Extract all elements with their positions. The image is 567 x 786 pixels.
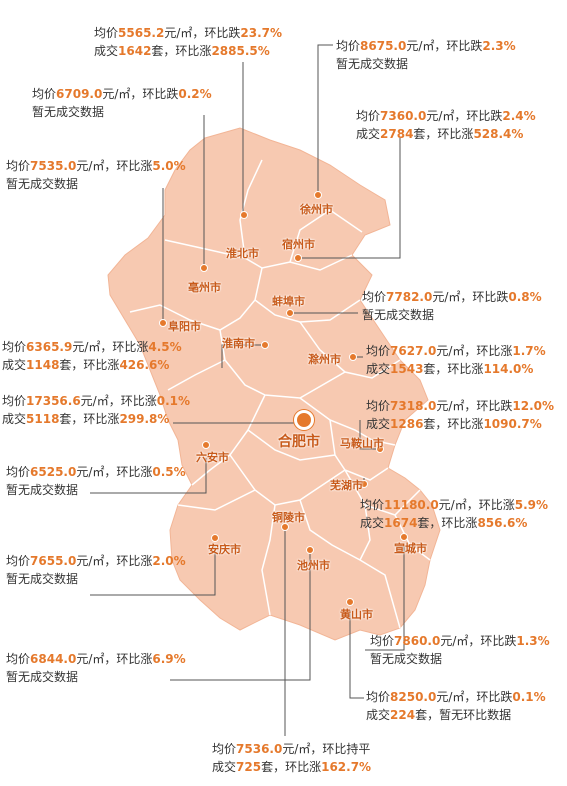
xuancheng-info: 均价7860.0元/㎡，环比跌1.3% 暂无成交数据 bbox=[370, 634, 550, 666]
fuyang-info: 均价7535.0元/㎡，环比涨5.0% 暂无成交数据 bbox=[6, 159, 186, 191]
maanshan-marker bbox=[376, 445, 384, 453]
xuancheng-marker bbox=[400, 533, 408, 541]
huangshan-marker bbox=[346, 598, 354, 606]
fuyang-name: 阜阳市 bbox=[168, 320, 201, 333]
maanshan-info: 均价7318.0元/㎡，环比跌12.0% 成交1286套，环比涨1090.7% bbox=[366, 399, 555, 431]
luan-marker bbox=[202, 441, 210, 449]
bozhou-marker bbox=[200, 264, 208, 272]
hefei-marker bbox=[294, 410, 314, 430]
luan-info: 均价6525.0元/㎡，环比涨0.5% 暂无成交数据 bbox=[6, 465, 186, 497]
anqing-info: 均价7655.0元/㎡，环比涨2.0% 暂无成交数据 bbox=[6, 554, 186, 586]
bengbu-info: 均价7782.0元/㎡，环比跌0.8% 暂无成交数据 bbox=[362, 290, 542, 322]
chizhou-info: 均价6844.0元/㎡，环比涨6.9% 暂无成交数据 bbox=[6, 652, 186, 684]
hefei-name: 合肥市 bbox=[278, 434, 320, 450]
anqing-name: 安庆市 bbox=[208, 543, 241, 556]
wuhu-marker bbox=[360, 480, 368, 488]
chizhou-name: 池州市 bbox=[297, 559, 330, 572]
huaibei-name: 淮北市 bbox=[226, 247, 259, 260]
bozhou-name: 亳州市 bbox=[188, 281, 221, 294]
huainan-marker bbox=[261, 341, 269, 349]
bengbu-marker bbox=[286, 309, 294, 317]
bengbu-name: 蚌埠市 bbox=[272, 295, 305, 308]
prefecture-borders bbox=[129, 159, 431, 629]
huainan-info: 均价6365.9元/㎡，环比涨4.5% 成交1148套，环比涨426.6% bbox=[2, 340, 182, 372]
tongling-marker bbox=[281, 523, 289, 531]
xuzhou-name: 徐州市 bbox=[300, 203, 333, 216]
huangshan-info: 均价8250.0元/㎡，环比跌0.1% 成交224套，暂无环比数据 bbox=[366, 690, 546, 722]
huaibei-marker bbox=[240, 211, 248, 219]
huainan-name: 淮南市 bbox=[222, 337, 255, 350]
maanshan-name: 马鞍山市 bbox=[340, 437, 384, 450]
wuhu-info: 均价11180.0元/㎡，环比涨5.9% 成交1674套，环比涨856.6% bbox=[360, 498, 548, 530]
bozhou-info: 均价6709.0元/㎡，环比跌0.2% 暂无成交数据 bbox=[32, 87, 212, 119]
leader-lines bbox=[90, 44, 405, 736]
chizhou-marker bbox=[306, 546, 314, 554]
suzhou-info: 均价7360.0元/㎡，环比跌2.4% 成交2784套，环比涨528.4% bbox=[356, 109, 536, 141]
tongling-name: 铜陵市 bbox=[272, 511, 305, 524]
tongling-info: 均价7536.0元/㎡，环比持平 成交725套，环比涨162.7% bbox=[212, 742, 372, 774]
anqing-marker bbox=[211, 534, 219, 542]
huangshan-name: 黄山市 bbox=[340, 608, 373, 621]
xuancheng-name: 宣城市 bbox=[394, 542, 427, 555]
suzhou-name: 宿州市 bbox=[282, 238, 315, 251]
hefei-info: 均价17356.6元/㎡，环比涨0.1% 成交5118套，环比涨299.8% bbox=[2, 394, 190, 426]
suzhou-marker bbox=[294, 254, 302, 262]
huaibei-info: 均价5565.2元/㎡，环比跌23.7% 成交1642套，环比涨2885.5% bbox=[94, 26, 283, 58]
chuzhou-name: 滁州市 bbox=[308, 353, 341, 366]
xuzhou-marker bbox=[314, 191, 322, 199]
wuhu-name: 芜湖市 bbox=[330, 479, 363, 492]
chuzhou-marker bbox=[349, 353, 357, 361]
fuyang-marker bbox=[159, 319, 167, 327]
chuzhou-info: 均价7627.0元/㎡，环比涨1.7% 成交1543套，环比涨114.0% bbox=[366, 344, 546, 376]
xuzhou-info: 均价8675.0元/㎡，环比跌2.3% 暂无成交数据 bbox=[336, 39, 516, 71]
luan-name: 六安市 bbox=[196, 451, 229, 464]
